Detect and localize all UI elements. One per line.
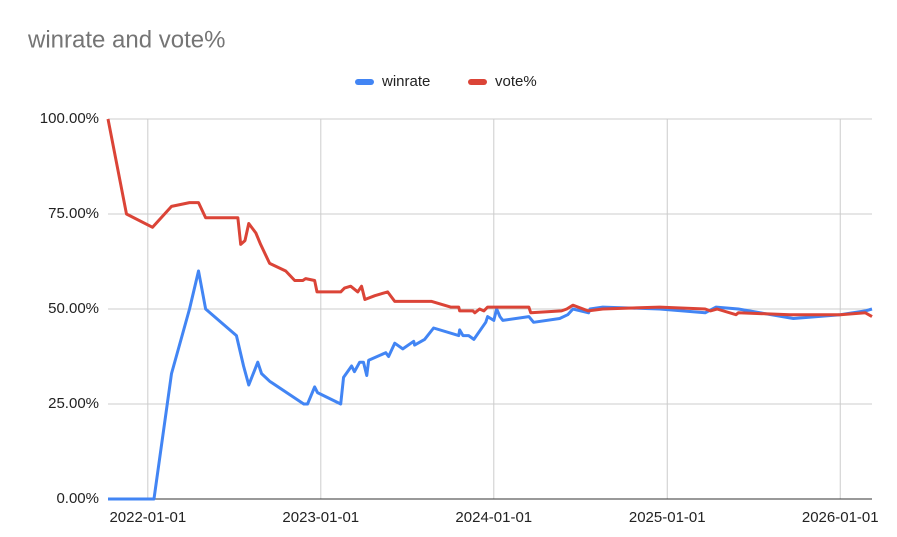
y-tick-label: 50.00% (48, 300, 99, 317)
x-tick-label: 2024-01-01 (455, 509, 532, 526)
legend-swatch (468, 79, 487, 85)
x-tick-label: 2025-01-01 (629, 509, 706, 526)
series-line (106, 118, 873, 318)
y-tick-label: 0.00% (56, 490, 99, 507)
legend-label: winrate (381, 73, 430, 90)
y-tick-label: 100.00% (40, 110, 99, 127)
legend-swatch (355, 79, 374, 85)
legend-label: vote% (495, 73, 537, 90)
y-tick-label: 25.00% (48, 395, 99, 412)
x-tick-label: 2026-01-01 (802, 509, 879, 526)
x-tick-label: 2022-01-01 (109, 509, 186, 526)
y-tick-label: 75.00% (48, 205, 99, 222)
chart-title: winrate and vote% (27, 26, 225, 53)
x-tick-label: 2023-01-01 (282, 509, 359, 526)
